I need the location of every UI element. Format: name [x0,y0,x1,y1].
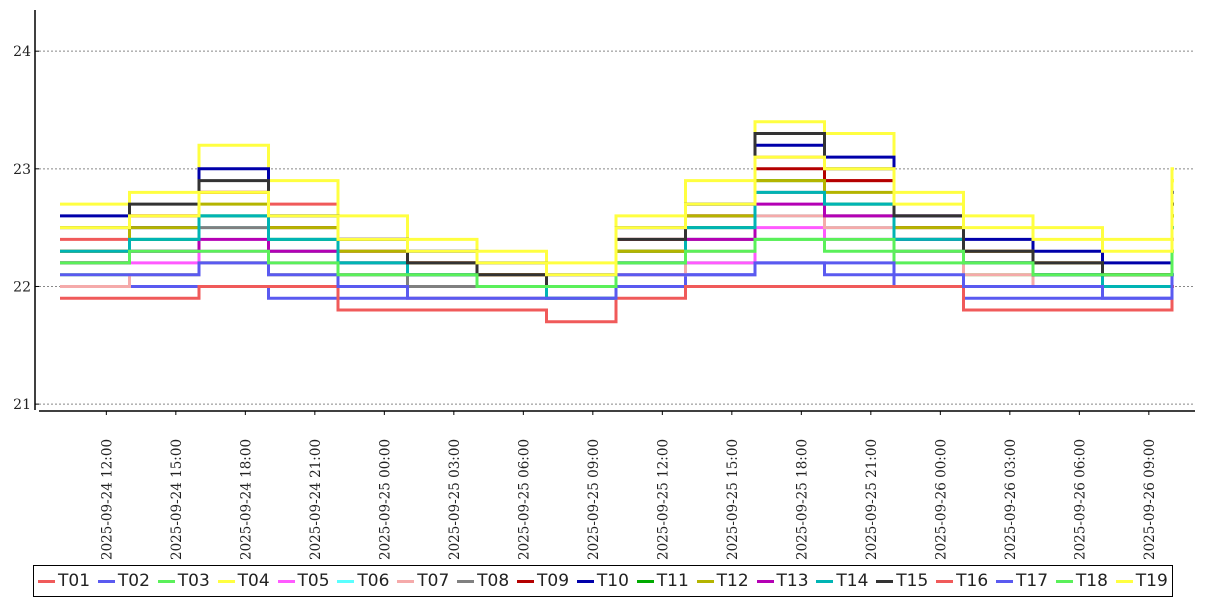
y-tick-label: 23 [13,162,31,178]
x-tick-label: 2025-09-25 00:00 [377,439,393,560]
series-line-T17 [60,261,1174,300]
x-tick-label: 2025-09-26 03:00 [1003,439,1019,560]
x-tick-label: 2025-09-24 18:00 [238,439,254,560]
legend-swatch [696,579,714,583]
y-tick-label: 24 [13,44,31,60]
legend-label: T01 [58,571,91,591]
legend-item-T12: T12 [696,571,749,591]
legend-label: T14 [836,571,869,591]
legend-swatch [756,579,774,583]
legend-item-T05: T05 [277,571,330,591]
x-tick-label: 2025-09-26 00:00 [933,439,949,560]
legend-label: T18 [1075,571,1108,591]
x-tick-label: 2025-09-25 06:00 [516,439,532,560]
x-tick-label: 2025-09-24 12:00 [99,439,115,560]
series-line-T18 [60,237,1174,288]
chart-legend: T01 T02 T03 T04 T05 T06 T07 T08 T09 T10 T11 T12 T13 T… [33,565,1173,597]
legend-label: T05 [297,571,330,591]
legend-label: T17 [1016,571,1049,591]
legend-swatch [217,579,235,583]
legend-label: T09 [537,571,570,591]
legend-label: T03 [177,571,210,591]
legend-swatch [157,579,175,583]
y-tick-label: 22 [13,279,31,295]
legend-label: T06 [357,571,390,591]
legend-item-T09: T09 [517,571,569,591]
series-line-T19 [60,155,1174,277]
x-tick-label: 2025-09-25 21:00 [864,439,880,560]
legend-item-T17: T17 [996,571,1048,591]
legend-swatch [1055,579,1073,583]
legend-label: T02 [117,571,150,591]
legend-label: T13 [776,571,809,591]
legend-swatch [277,579,295,583]
series-line-T04 [60,120,1174,265]
x-tick-label: 2025-09-24 15:00 [169,439,185,560]
legend-swatch [936,579,954,583]
legend-swatch [636,579,654,583]
legend-swatch [397,579,415,583]
x-tick-label: 2025-09-24 21:00 [308,439,324,560]
legend-item-T16: T16 [936,571,988,591]
legend-item-T03: T03 [157,571,210,591]
legend-swatch [457,579,475,583]
legend-label: T04 [237,571,270,591]
legend-label: T19 [1135,571,1168,591]
legend-item-T08: T08 [457,571,509,591]
legend-item-T15: T15 [876,571,928,591]
legend-label: T07 [417,571,450,591]
x-tick-label: 2025-09-26 09:00 [1142,439,1158,560]
x-tick-label: 2025-09-25 03:00 [447,439,463,560]
legend-swatch [97,579,115,583]
x-tick-label: 2025-09-25 15:00 [725,439,741,560]
legend-label: T10 [596,571,629,591]
x-tick-label: 2025-09-25 09:00 [586,439,602,560]
legend-swatch [576,579,594,583]
x-tick-label: 2025-09-26 06:00 [1072,439,1088,560]
legend-swatch [517,579,534,583]
legend-item-T13: T13 [756,571,809,591]
legend-item-T18: T18 [1055,571,1108,591]
legend-item-T06: T06 [337,571,389,591]
legend-label: T08 [477,571,510,591]
legend-swatch [337,579,355,583]
legend-item-T04: T04 [217,571,270,591]
legend-item-T02: T02 [97,571,150,591]
x-tick-label: 2025-09-25 18:00 [794,439,810,560]
legend-swatch [816,579,834,583]
legend-item-T10: T10 [576,571,629,591]
legend-label: T11 [656,571,689,591]
legend-label: T15 [896,571,929,591]
legend-item-T01: T01 [38,571,90,591]
legend-swatch [38,579,55,583]
legend-swatch [876,579,894,583]
legend-item-T07: T07 [397,571,449,591]
legend-item-T19: T19 [1115,571,1168,591]
legend-label: T12 [716,571,749,591]
legend-item-T11: T11 [636,571,689,591]
legend-swatch [996,579,1013,583]
x-tick-label: 2025-09-25 12:00 [655,439,671,560]
line-chart: 21 22 23 24 2025-09-24 12:00 2025-09-24 15:00… [13,10,1195,560]
legend-item-T14: T14 [816,571,868,591]
legend-label: T16 [956,571,989,591]
y-tick-label: 21 [13,397,31,413]
legend-swatch [1115,579,1133,583]
